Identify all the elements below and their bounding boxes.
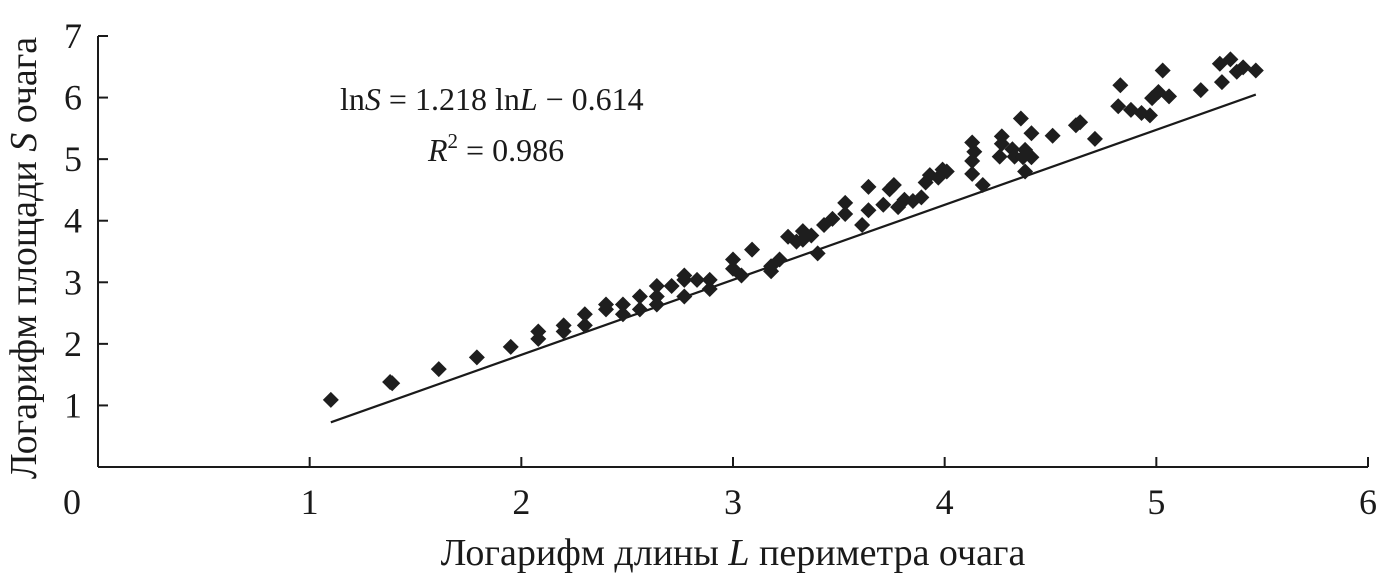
data-point: [468, 349, 485, 366]
y-tick-label: 1: [64, 385, 82, 425]
data-point: [966, 143, 983, 160]
y-tick-label: 7: [64, 16, 82, 56]
y-tick-label: 2: [64, 324, 82, 364]
x-tick-label: 5: [1147, 482, 1165, 522]
data-point: [854, 217, 871, 234]
x-axis-title: Логарифм длины L периметра очага: [441, 532, 1026, 574]
y-tick-label: 5: [64, 139, 82, 179]
data-point: [809, 245, 826, 262]
data-point: [771, 251, 788, 268]
data-point: [1044, 127, 1061, 144]
data-point: [648, 288, 665, 305]
y-tick-label: 6: [64, 78, 82, 118]
data-point: [1023, 149, 1040, 166]
x-axis-ticks: 0 1 2 3 4 5 6: [63, 457, 1377, 522]
data-point: [648, 296, 665, 313]
data-point: [1072, 114, 1089, 131]
data-point: [993, 128, 1010, 145]
x-tick-label: 4: [936, 482, 954, 522]
data-point: [1161, 88, 1178, 105]
data-point: [991, 148, 1008, 165]
y-axis-title: Логарифм площади S очага: [3, 37, 45, 479]
data-point: [1012, 110, 1029, 127]
data-point: [676, 288, 693, 305]
data-point: [1112, 77, 1129, 94]
data-point: [631, 301, 648, 318]
data-point: [614, 306, 631, 323]
data-point: [701, 271, 718, 288]
data-point: [824, 210, 841, 227]
data-point: [1222, 51, 1239, 68]
data-point: [974, 177, 991, 194]
data-point: [1141, 107, 1158, 124]
x-tick-label: 1: [301, 482, 319, 522]
data-point: [860, 202, 877, 219]
data-point: [689, 271, 706, 288]
data-point: [1247, 62, 1264, 79]
data-point: [502, 338, 519, 355]
data-point: [648, 277, 665, 294]
data-point: [631, 288, 648, 305]
data-point: [663, 277, 680, 294]
data-point: [430, 361, 447, 378]
data-point: [725, 251, 741, 268]
data-point: [1213, 74, 1230, 91]
x-tick-label: 2: [512, 482, 530, 522]
data-point: [1023, 125, 1040, 142]
data-point: [1228, 63, 1245, 80]
data-point: [598, 296, 614, 313]
data-point: [938, 163, 955, 180]
y-tick-label: 4: [64, 201, 82, 241]
data-point: [384, 375, 401, 392]
x-tick-label: 6: [1359, 482, 1377, 522]
data-point: [614, 296, 631, 313]
data-point: [837, 205, 854, 222]
data-point: [1110, 98, 1127, 115]
data-point: [964, 165, 981, 182]
data-point: [1086, 130, 1103, 147]
x-tick-label: 3: [724, 482, 742, 522]
data-point: [913, 189, 930, 206]
data-point: [530, 323, 547, 340]
data-point: [744, 241, 761, 258]
data-point: [576, 317, 593, 334]
data-point: [555, 317, 572, 334]
data-point: [733, 267, 750, 284]
data-point: [885, 177, 902, 194]
data-point: [1235, 59, 1252, 76]
data-point: [701, 281, 718, 298]
data-point: [576, 306, 593, 323]
data-point: [1154, 62, 1171, 79]
data-points: [322, 51, 1264, 408]
y-tick-label: 3: [64, 262, 82, 302]
data-point: [875, 196, 892, 213]
data-point: [1017, 163, 1034, 180]
data-point: [676, 267, 693, 284]
x-tick-label: 0: [63, 482, 81, 522]
r-squared: R2 = 0.986: [427, 129, 564, 168]
data-point: [1192, 82, 1209, 99]
data-point: [803, 227, 820, 244]
data-point: [860, 178, 877, 195]
data-point: [322, 391, 339, 408]
regression-equation: lnS = 1.218 lnL − 0.614: [340, 81, 644, 117]
y-axis-ticks: 1 2 3 4 5 6 7: [64, 16, 108, 425]
data-point: [837, 194, 854, 211]
trendline: [330, 93, 1257, 424]
